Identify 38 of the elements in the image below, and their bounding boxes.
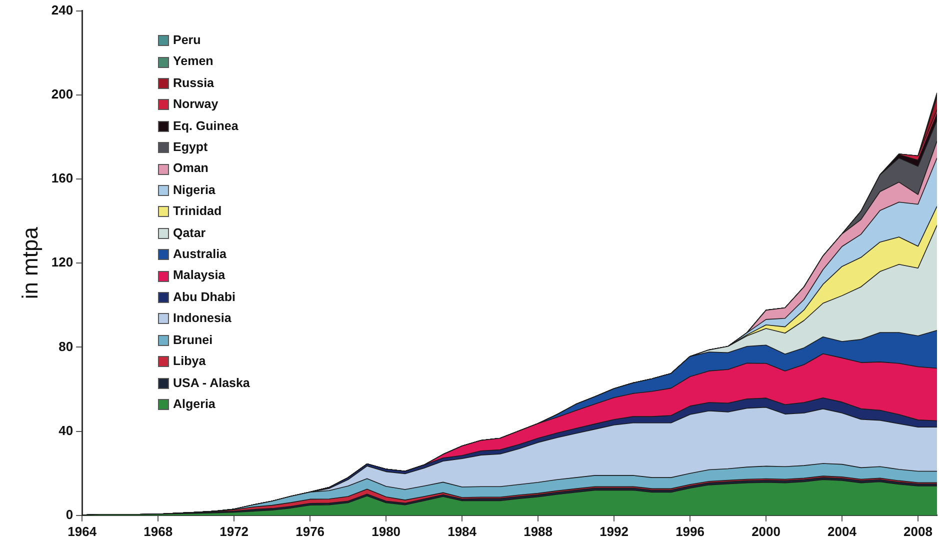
legend-label: Russia (173, 74, 214, 92)
legend-label: Yemen (173, 53, 214, 70)
legend-label: Libya (173, 353, 206, 370)
legend-label: Abu Dhabi (173, 288, 236, 306)
x-tick-label: 1992 (600, 524, 628, 539)
legend-label: Peru (173, 32, 201, 49)
y-tick-label: 240 (51, 2, 74, 18)
legend-label: Indonesia (173, 310, 232, 328)
legend-label: USA - Alaska (173, 374, 250, 392)
legend-label: Brunei (173, 332, 213, 349)
y-tick-label: 120 (51, 254, 74, 270)
x-tick-label: 1996 (676, 524, 704, 539)
x-tick-label: 1980 (372, 524, 401, 539)
x-tick-label: 2004 (828, 524, 858, 539)
legend-label: Malaysia (173, 267, 226, 284)
legend-label: Algeria (173, 396, 216, 413)
y-tick-label: 0 (66, 506, 74, 522)
legend-label: Eq. Guinea (173, 118, 238, 135)
x-tick-label: 1964 (68, 524, 98, 539)
legend-label: Oman (173, 160, 208, 178)
legend-label: Nigeria (173, 182, 216, 199)
legend-label: Qatar (173, 224, 206, 242)
legend-label: Egypt (173, 139, 208, 156)
x-tick-label: 1984 (448, 524, 478, 539)
x-tick-label: 1968 (144, 524, 173, 539)
y-tick-label: 80 (58, 338, 74, 354)
x-tick-label: 1972 (220, 524, 249, 539)
legend-label: Australia (173, 246, 226, 264)
x-tick-label: 1976 (296, 524, 325, 539)
y-tick-label: 200 (51, 86, 74, 102)
legend-label: Trinidad (173, 203, 222, 220)
x-tick-label: 1988 (524, 524, 553, 539)
legend-label: Norway (173, 96, 218, 114)
y-tick-label: 40 (58, 422, 74, 438)
x-tick-label: 2000 (752, 524, 780, 539)
x-tick-label: 2008 (904, 524, 932, 539)
y-axis-title: in mtpa (17, 226, 42, 300)
y-tick-label: 160 (51, 170, 74, 186)
